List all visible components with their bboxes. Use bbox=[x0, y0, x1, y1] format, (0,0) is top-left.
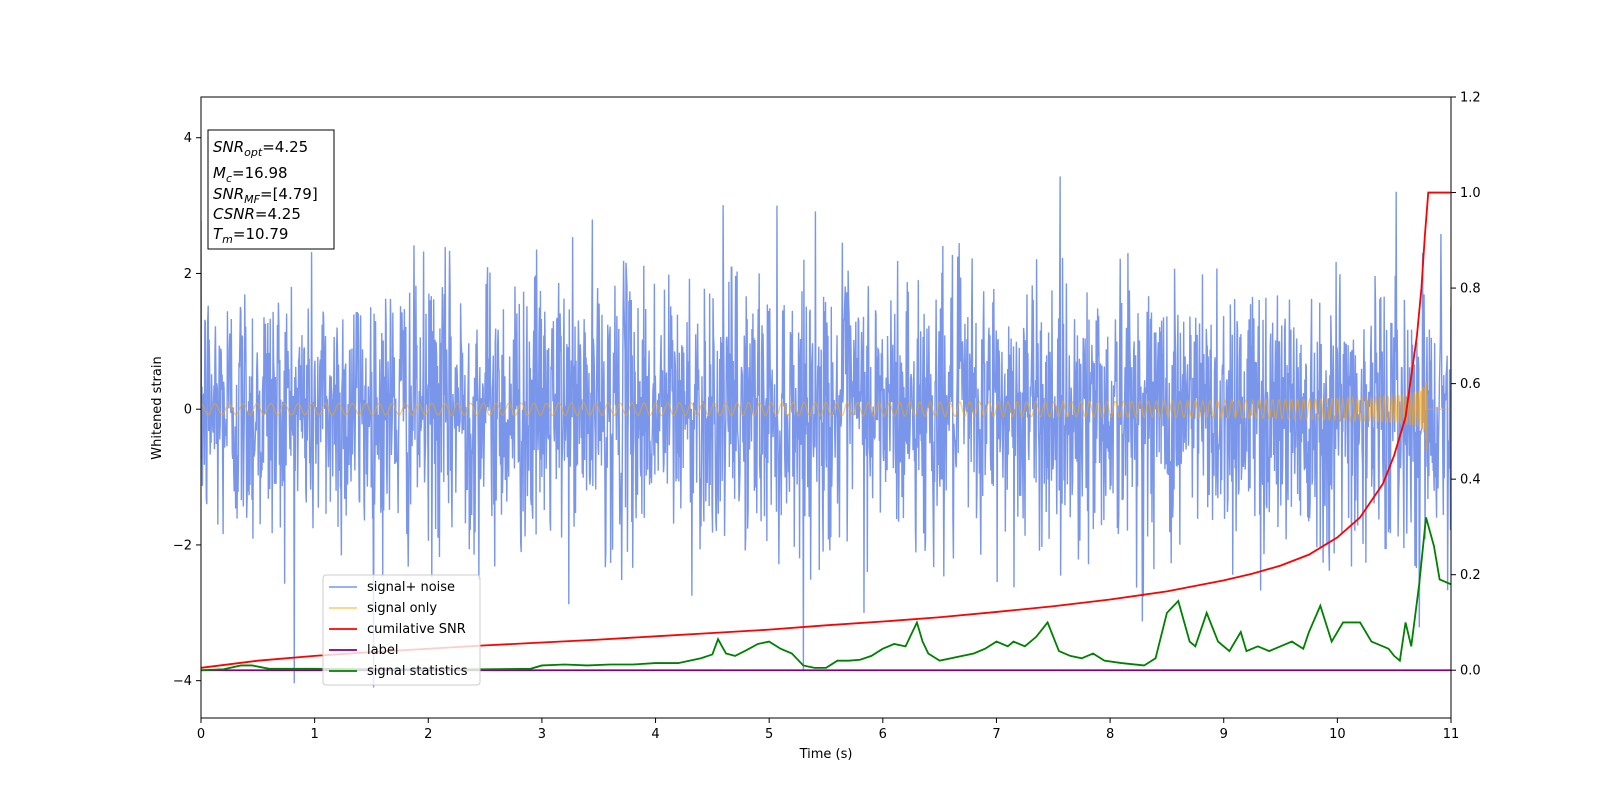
x-tick-label: 5 bbox=[765, 727, 773, 742]
legend-item: cumilative SNR bbox=[329, 622, 466, 637]
y-right-tick-label: 1.2 bbox=[1460, 91, 1481, 106]
y-right-tick-label: 0.0 bbox=[1460, 664, 1481, 679]
y-left-tick-label: 2 bbox=[184, 267, 192, 282]
x-tick-label: 2 bbox=[424, 727, 432, 742]
x-tick-label: 1 bbox=[310, 727, 318, 742]
info-csnr: CSNR=4.25 bbox=[213, 205, 301, 223]
series-line-signal-noise bbox=[201, 176, 1451, 688]
legend-item: signal statistics bbox=[329, 664, 468, 679]
info-snr-mf: SNRMF=[4.79] bbox=[213, 185, 318, 206]
y-left-tick-label: 0 bbox=[184, 403, 192, 418]
x-tick-label: 0 bbox=[197, 727, 205, 742]
x-tick-label: 3 bbox=[538, 727, 546, 742]
y-axis-label-left: Whitened strain bbox=[150, 356, 165, 459]
legend-item: signal+ noise bbox=[329, 580, 455, 595]
x-tick-label: 7 bbox=[992, 727, 1000, 742]
info-box: SNRopt=4.25 Mc=16.98 SNRMF=[4.79] CSNR=4… bbox=[207, 129, 335, 250]
legend-frame bbox=[322, 574, 481, 686]
legend-label: signal only bbox=[367, 601, 437, 616]
info-snr-opt: SNRopt=4.25 bbox=[213, 138, 308, 159]
series-line-cumilative-snr bbox=[201, 191, 1451, 669]
legend: signal+ noise signal only cumilative SNR… bbox=[322, 574, 481, 686]
legend-label: signal statistics bbox=[367, 664, 468, 679]
info-tm: Tm=10.79 bbox=[213, 225, 288, 246]
legend-label: label bbox=[367, 643, 398, 658]
legend-label: signal+ noise bbox=[367, 580, 455, 595]
x-axis-label: Time (s) bbox=[799, 747, 853, 762]
x-tick-label: 8 bbox=[1106, 727, 1114, 742]
legend-item: label bbox=[329, 643, 398, 658]
x-tick-label: 4 bbox=[651, 727, 659, 742]
y-right-tick-label: 0.2 bbox=[1460, 568, 1481, 583]
series-line-signal-only bbox=[201, 381, 1451, 451]
legend-label: cumilative SNR bbox=[367, 622, 466, 637]
y-right-tick-label: 0.8 bbox=[1460, 282, 1481, 297]
y-right-tick-label: 0.4 bbox=[1460, 473, 1481, 488]
y-left-tick-label: −4 bbox=[173, 674, 192, 689]
info-box-frame bbox=[207, 129, 335, 250]
y-left-tick-label: 4 bbox=[184, 131, 192, 146]
series-line-signal-statistics bbox=[201, 517, 1451, 672]
axes-frame bbox=[200, 96, 1452, 719]
legend-item: signal only bbox=[329, 601, 437, 616]
x-tick-label: 11 bbox=[1443, 727, 1460, 742]
x-tick-label: 6 bbox=[879, 727, 887, 742]
info-mc: Mc=16.98 bbox=[213, 164, 288, 185]
y-left-tick-label: −2 bbox=[173, 538, 192, 553]
y-right-tick-label: 1.0 bbox=[1460, 186, 1481, 201]
axis-ticks: 0 1 2 3 4 5 6 7 8 9 10 11 4 2 0 −2 −4 1.2 1.0 0.8 0.6 0.4 0.2 0… bbox=[173, 91, 1481, 743]
y-right-tick-label: 0.6 bbox=[1460, 377, 1481, 392]
x-tick-label: 10 bbox=[1329, 727, 1346, 742]
x-tick-label: 9 bbox=[1220, 727, 1228, 742]
